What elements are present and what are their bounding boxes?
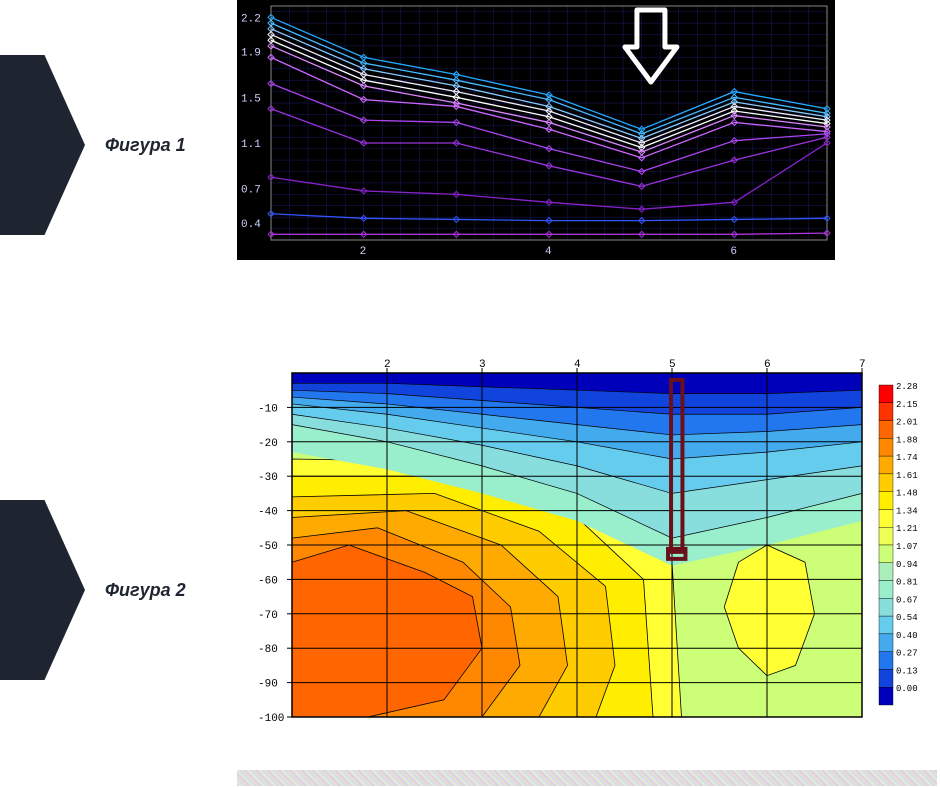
svg-text:1.48: 1.48 (896, 489, 918, 499)
svg-text:1.07: 1.07 (896, 542, 918, 552)
svg-text:-30: -30 (258, 472, 278, 484)
svg-text:5: 5 (669, 359, 676, 371)
svg-text:0.54: 0.54 (896, 613, 918, 623)
svg-text:1.21: 1.21 (896, 524, 918, 534)
svg-text:1.88: 1.88 (896, 435, 918, 445)
svg-text:0.40: 0.40 (896, 631, 918, 641)
svg-text:4: 4 (574, 359, 581, 371)
svg-text:-10: -10 (258, 403, 278, 415)
contour-chart-figure2: 2 3 4 5 6 7 -10 -20 -30 -40 -50 -60 -70 -80 -90 -100 2.2… (237, 355, 937, 725)
pentagon-marker-2 (0, 500, 85, 680)
svg-text:1.5: 1.5 (241, 93, 261, 105)
svg-text:0.67: 0.67 (896, 595, 918, 605)
svg-text:-40: -40 (258, 507, 278, 519)
svg-text:3: 3 (479, 359, 486, 371)
svg-text:2.15: 2.15 (896, 400, 918, 410)
pentagon-marker-1 (0, 55, 85, 235)
svg-text:1.1: 1.1 (241, 139, 261, 151)
svg-text:2.01: 2.01 (896, 418, 918, 428)
noise-image-strip (237, 770, 937, 786)
svg-text:2.28: 2.28 (896, 382, 918, 392)
svg-text:-60: -60 (258, 575, 278, 587)
figure1-label: Фигура 1 (105, 135, 186, 156)
svg-text:-90: -90 (258, 679, 278, 691)
svg-text:-20: -20 (258, 438, 278, 450)
svg-text:2: 2 (360, 246, 367, 258)
svg-text:0.7: 0.7 (241, 185, 261, 197)
svg-text:-100: -100 (258, 713, 284, 725)
svg-text:0.94: 0.94 (896, 560, 918, 570)
svg-text:2.2: 2.2 (241, 13, 261, 25)
svg-text:0.00: 0.00 (896, 684, 918, 694)
svg-text:6: 6 (764, 359, 771, 371)
svg-text:6: 6 (730, 246, 737, 258)
svg-text:0.13: 0.13 (896, 666, 918, 676)
svg-text:1.9: 1.9 (241, 48, 261, 60)
svg-text:2: 2 (384, 359, 391, 371)
svg-text:-70: -70 (258, 610, 278, 622)
svg-text:-50: -50 (258, 541, 278, 553)
svg-text:1.34: 1.34 (896, 506, 918, 516)
svg-text:1.61: 1.61 (896, 471, 918, 481)
figure2-label: Фигура 2 (105, 580, 186, 601)
svg-text:-80: -80 (258, 644, 278, 656)
svg-text:4: 4 (545, 246, 552, 258)
svg-text:0.27: 0.27 (896, 649, 918, 659)
svg-text:7: 7 (859, 359, 866, 371)
svg-text:0.81: 0.81 (896, 578, 918, 588)
svg-text:0.4: 0.4 (241, 219, 261, 231)
line-chart-figure1: 0.4 0.7 1.1 1.5 1.9 2.2 2 4 6 (237, 0, 835, 260)
svg-text:1.74: 1.74 (896, 453, 918, 463)
